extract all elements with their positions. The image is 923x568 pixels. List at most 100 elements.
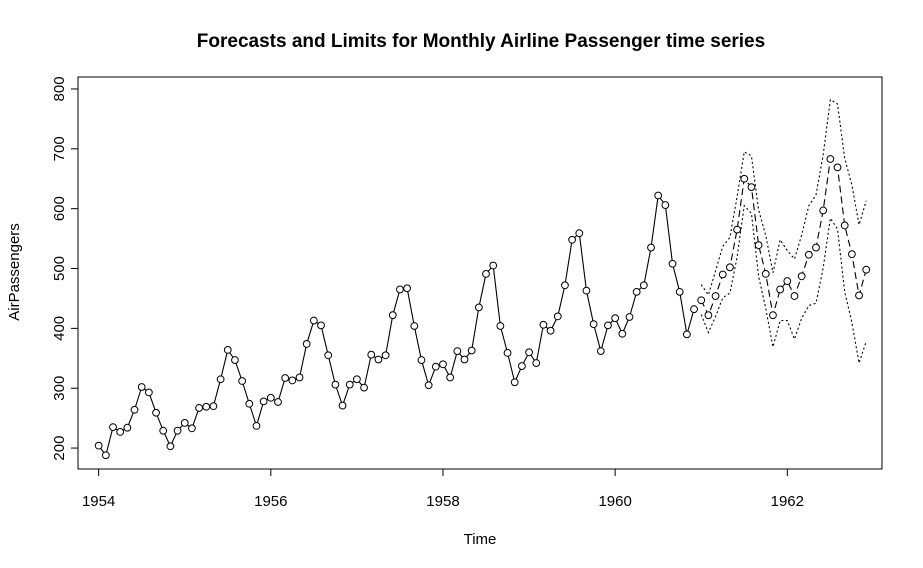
data-point-observed [159,426,168,435]
data-point-observed [496,322,505,330]
data-point-observed [690,305,698,314]
data-point-observed [625,313,634,321]
data-point-observed [188,424,196,433]
data-point-observed [575,229,584,238]
data-point-forecast [819,206,828,215]
data-point-observed [173,426,182,435]
data-point-forecast [804,250,813,259]
data-point-observed [195,404,203,412]
series-line-lower-limit [700,204,867,364]
data-point-forecast [812,243,820,252]
data-point-forecast [761,269,770,278]
data-point-observed [553,312,562,321]
data-point-observed [647,243,655,252]
data-point-observed [546,326,555,335]
data-point-forecast [697,296,706,305]
x-axis-label: Time [464,531,497,548]
data-point-observed [331,380,340,389]
data-point-forecast [797,272,806,281]
data-point-observed [517,362,526,370]
data-point-observed [675,287,684,296]
data-point-forecast [790,292,799,300]
data-point-observed [503,348,512,357]
data-point-observed [94,441,103,450]
data-point-observed [367,350,376,359]
data-point-forecast [711,292,720,300]
data-point-observed [374,355,383,364]
data-point-observed [353,375,361,384]
data-point-observed [202,402,211,411]
data-point-forecast [747,183,756,192]
data-point-observed [417,356,426,364]
data-point-forecast [783,277,792,285]
data-point-observed [632,287,641,296]
x-tick-label: 1958 [426,493,459,510]
data-point-observed [130,405,139,414]
data-point-observed [539,320,548,329]
y-axis-label: AirPassengers [6,223,23,321]
x-tick-label: 1962 [771,493,804,510]
data-point-observed [604,321,612,330]
data-point-forecast [754,241,763,250]
data-point-forecast [826,155,835,163]
data-point-observed [259,397,268,406]
data-point-observed [453,347,462,356]
y-tick-label: 800 [51,76,68,101]
data-point-observed [381,351,390,360]
data-point-observed [109,423,117,432]
data-point-observed [338,401,347,410]
data-point-forecast [855,291,863,300]
data-point-observed [439,360,447,369]
data-point-observed [431,362,440,371]
y-tick-label: 500 [51,256,68,281]
data-point-forecast [833,163,842,172]
y-tick-label: 600 [51,196,68,221]
data-point-observed [166,442,175,451]
data-point-observed [474,303,483,312]
x-axis: 1954 1956 1958 1960 1962 [82,468,804,510]
data-point-observed [216,375,225,384]
series-line-upper-limit [700,98,867,297]
y-tick-label: 400 [51,316,68,341]
data-point-observed [668,259,677,268]
data-point-observed [288,376,297,385]
x-tick-label: 1954 [82,493,115,510]
data-point-forecast [840,221,849,230]
data-point-observed [123,423,132,432]
data-point-forecast [847,250,856,259]
data-point-forecast [718,270,727,279]
data-point-observed [424,381,433,390]
data-point-observed [317,321,325,330]
data-point-observed [561,281,569,290]
data-point-forecast [704,311,713,320]
data-point-observed [238,377,247,385]
data-point-observed [460,355,469,364]
data-point-forecast [769,311,777,320]
data-point-observed [596,347,605,356]
data-point-forecast [862,265,871,274]
data-point-observed [223,346,232,354]
data-point-observed [682,330,691,339]
y-tick-label: 300 [51,376,68,401]
data-point-observed [467,346,476,355]
data-point-observed [345,380,354,389]
data-point-forecast [733,225,741,234]
data-point-observed [568,235,577,244]
data-point-observed [639,281,648,290]
data-point-observed [482,269,490,278]
data-point-observed [388,311,397,320]
y-axis: 200 300 400 500 600 700 800 [51,76,79,461]
data-point-observed [302,340,311,348]
y-tick-label: 200 [51,436,68,461]
data-point-observed [589,320,598,329]
data-point-observed [403,284,412,293]
data-point-observed [661,201,670,209]
data-point-forecast [740,174,749,183]
data-point-observed [144,388,153,397]
x-tick-label: 1956 [254,493,287,510]
data-point-observed [410,322,419,330]
data-point-observed [532,359,541,367]
data-point-observed [137,383,146,391]
